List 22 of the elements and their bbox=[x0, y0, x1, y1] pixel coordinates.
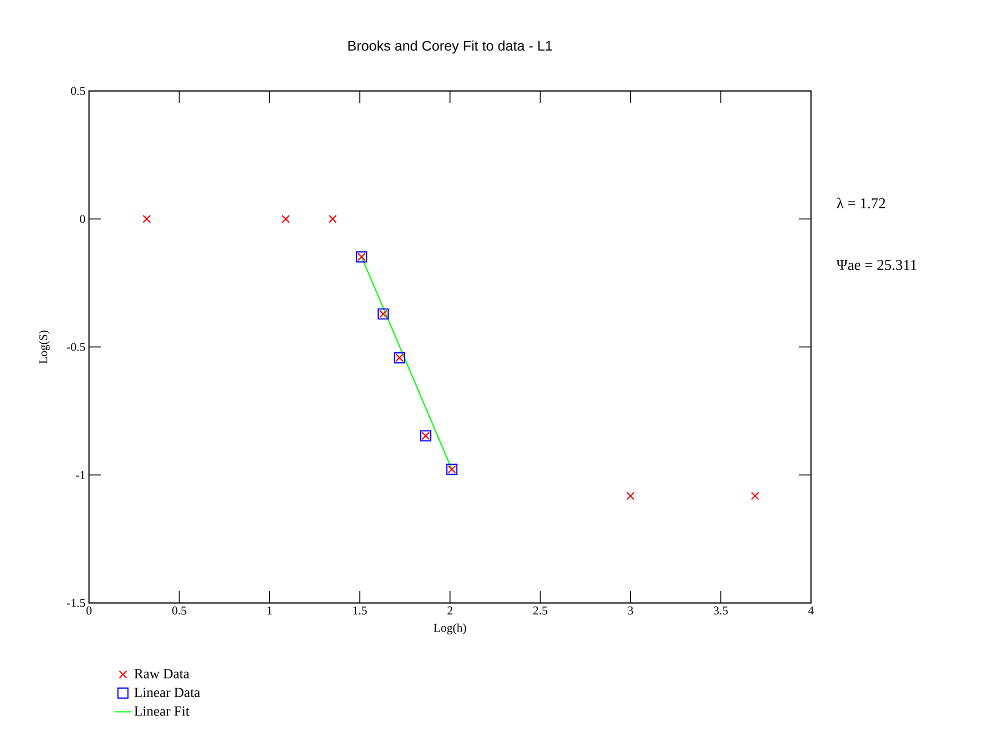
y-tick-label: 0 bbox=[80, 214, 86, 224]
text: Ψae = 25.311 bbox=[836, 260, 916, 270]
x-tick-label: 1.5 bbox=[353, 606, 367, 615]
legend-label: Linear Fit bbox=[134, 706, 190, 716]
text: λ = 1.72 bbox=[836, 198, 885, 208]
x-axis-title: Log(h) bbox=[434, 623, 466, 634]
x-tick-label: 4 bbox=[808, 606, 814, 614]
x-tick-label: 0.5 bbox=[172, 606, 186, 615]
x-tick-label: 2.5 bbox=[533, 606, 548, 615]
x-tick-label: 1 bbox=[268, 606, 272, 614]
y-tick-label: -1 bbox=[76, 471, 85, 479]
x-tick-label: 2 bbox=[448, 606, 452, 614]
x-tick-label: 3.5 bbox=[714, 606, 728, 615]
y-tick-label: -1.5 bbox=[67, 598, 86, 608]
chart-title: Brooks and Corey Fit to data - L1 bbox=[348, 40, 552, 54]
legend-label: Linear Data bbox=[134, 688, 200, 698]
y-tick-label: -0.5 bbox=[67, 342, 86, 352]
legend-label: Raw Data bbox=[134, 669, 190, 678]
x-tick-label: 3 bbox=[628, 606, 634, 615]
y-tick-label: 0.5 bbox=[71, 86, 86, 96]
x-tick-label: 0 bbox=[86, 606, 92, 615]
y-axis-title: Log(S) bbox=[38, 330, 50, 364]
